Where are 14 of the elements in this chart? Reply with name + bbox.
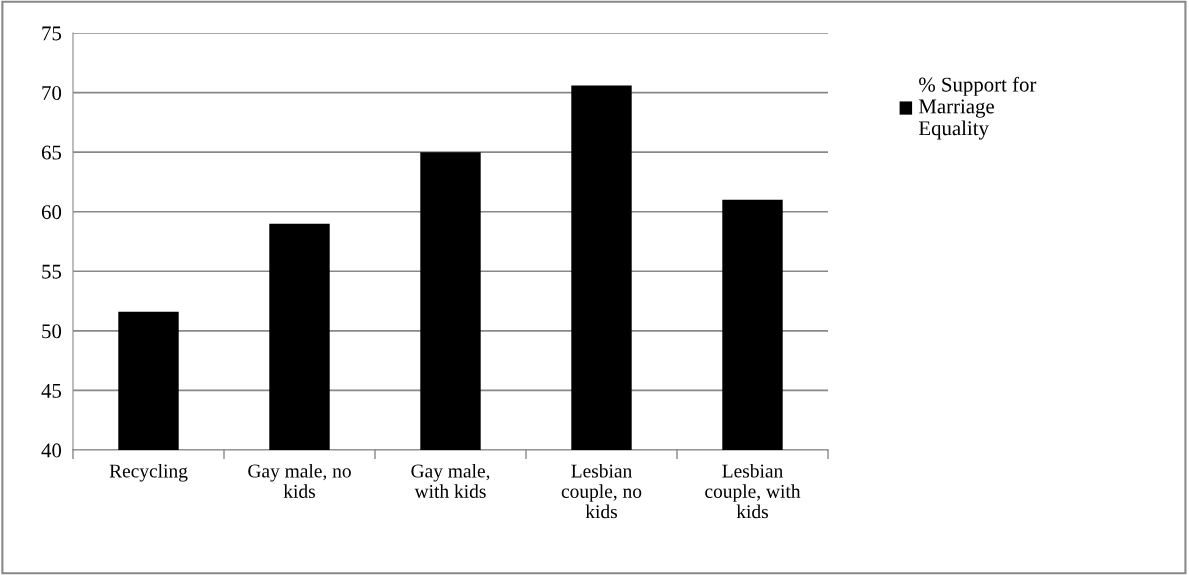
x-tick-label: Gay male, with kids [411, 463, 490, 498]
x-tick-label: Lesbian couple, no kids [561, 463, 642, 519]
x-tick-label: Recycling [109, 463, 188, 482]
y-tick-label: 40 [41, 443, 62, 458]
x-tick-label: Gay male, no kids [248, 463, 351, 498]
legend-label: % Support for Marriage Equality [918, 76, 1037, 140]
y-tick-label: 75 [42, 26, 62, 41]
y-tick-label: 45 [41, 383, 62, 398]
y-tick-label: 60 [41, 205, 62, 220]
y-tick-label: 70 [42, 85, 62, 100]
y-tick-label: 65 [41, 145, 62, 160]
y-tick-label: 50 [42, 324, 62, 339]
y-tick-label: 55 [42, 264, 62, 279]
x-tick-label: Lesbian couple, with kids [705, 463, 801, 519]
